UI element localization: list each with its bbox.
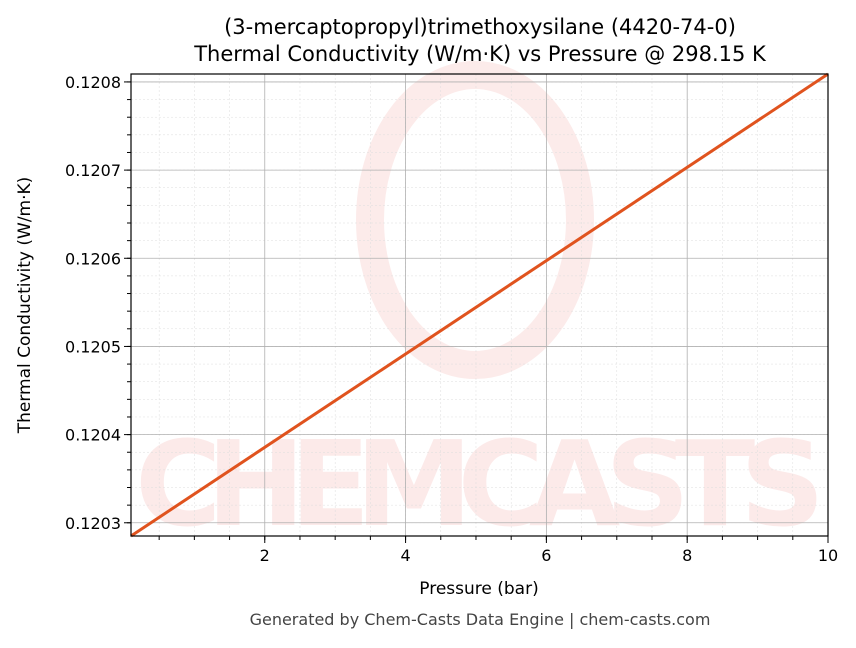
- y-tick-label: 0.1203: [65, 514, 121, 533]
- y-tick-label: 0.1208: [65, 73, 121, 92]
- x-tick-label: 4: [400, 546, 410, 565]
- x-tick-label: 10: [818, 546, 838, 565]
- chart-title: (3-mercaptopropyl)trimethoxysilane (4420…: [224, 15, 736, 39]
- footer: Generated by Chem-Casts Data Engine | ch…: [250, 610, 711, 629]
- watermark: CHEMCASTS: [135, 61, 825, 553]
- series-line: [130, 72, 829, 538]
- y-tick-label: 0.1204: [65, 426, 121, 445]
- y-tick-label: 0.1206: [65, 249, 121, 268]
- plot-frame: [130, 73, 829, 537]
- y-tick-label: 0.1207: [65, 161, 121, 180]
- x-tick-label: 2: [260, 546, 270, 565]
- x-axis-label: Pressure (bar): [419, 579, 538, 599]
- y-tick-label: 0.1205: [65, 337, 121, 356]
- y-axis-label: Thermal Conductivity (W/m·K): [15, 177, 35, 435]
- x-tick-label: 6: [541, 546, 551, 565]
- chart-subtitle: Thermal Conductivity (W/m·K) vs Pressure…: [193, 42, 767, 66]
- svg-text:CHEMCASTS: CHEMCASTS: [135, 415, 825, 553]
- x-tick-label: 8: [682, 546, 692, 565]
